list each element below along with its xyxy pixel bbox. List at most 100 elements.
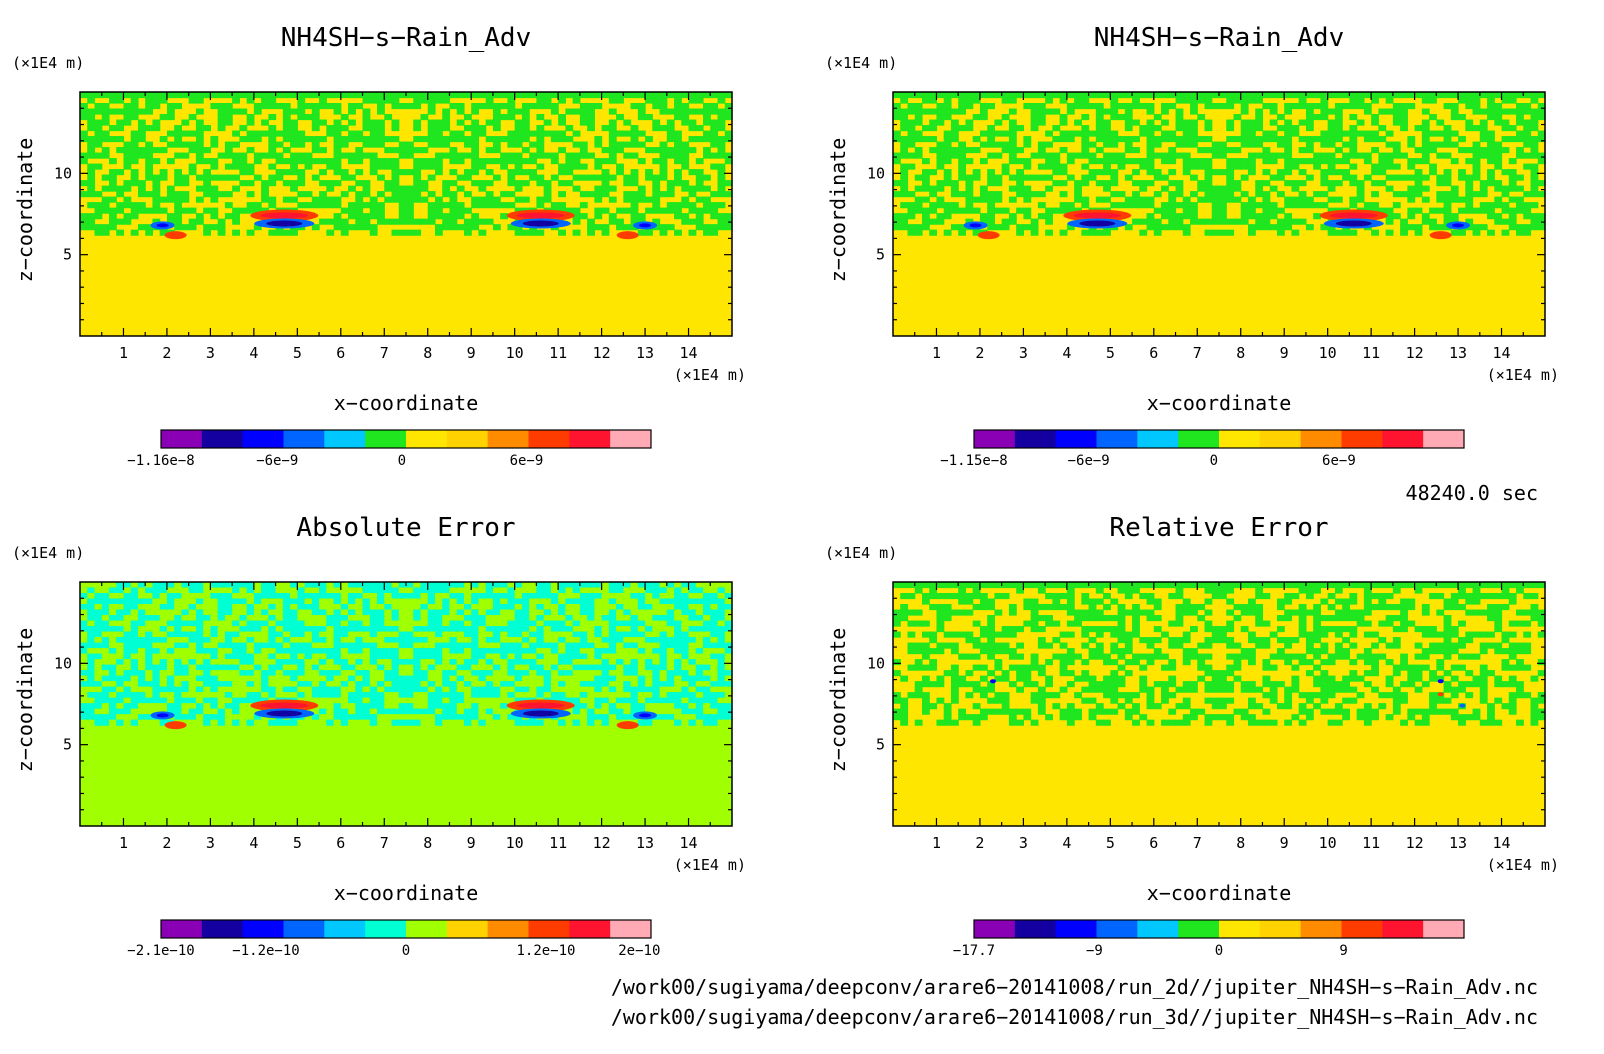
field-cell xyxy=(492,224,501,231)
field-cell xyxy=(1516,207,1524,214)
field-cell xyxy=(449,637,458,644)
field-cell xyxy=(304,92,313,99)
field-cell xyxy=(1226,185,1235,192)
field-cell xyxy=(666,620,675,627)
field-cell xyxy=(608,609,617,616)
field-cell xyxy=(1479,92,1488,99)
field-cell xyxy=(181,119,190,126)
field-cell xyxy=(181,191,190,198)
field-cell xyxy=(145,648,154,655)
field-cell xyxy=(1276,174,1285,181)
field-cell xyxy=(608,218,617,225)
field-cell xyxy=(362,626,371,633)
field-cell xyxy=(333,686,342,693)
field-cell xyxy=(630,681,639,688)
z-unit-label: (×1E4 m) xyxy=(12,544,84,562)
field-cell xyxy=(1030,125,1039,132)
field-cell xyxy=(377,703,385,710)
field-cell xyxy=(1320,114,1329,121)
field-cell xyxy=(943,213,952,220)
field-cell xyxy=(674,202,682,209)
field-cell xyxy=(87,609,96,616)
field-cell xyxy=(514,169,523,176)
field-cell xyxy=(929,136,938,143)
field-cell xyxy=(659,692,668,699)
field-cell xyxy=(123,108,132,115)
field-cell xyxy=(485,637,494,644)
field-cell xyxy=(674,598,682,605)
field-cell xyxy=(688,670,697,677)
field-cell xyxy=(652,659,661,666)
field-cell xyxy=(688,92,697,99)
field-cell xyxy=(1153,141,1162,148)
x-tick-label: 14 xyxy=(1493,344,1511,362)
field-cell xyxy=(485,675,494,682)
field-cell xyxy=(703,103,711,110)
field-cell xyxy=(80,626,88,633)
field-cell xyxy=(434,593,443,600)
field-cell xyxy=(645,196,653,203)
field-cell xyxy=(261,180,269,187)
field-cell xyxy=(1450,185,1459,192)
field-cell xyxy=(181,593,190,600)
field-cell xyxy=(674,97,682,104)
field-cell xyxy=(94,692,103,699)
field-cell xyxy=(159,637,168,644)
field-cell xyxy=(485,648,494,655)
field-cell xyxy=(507,114,516,121)
field-cell xyxy=(652,593,661,600)
field-cell xyxy=(1168,130,1177,137)
field-cell xyxy=(1110,158,1119,165)
field-cell xyxy=(463,642,472,649)
field-cell xyxy=(1153,114,1162,121)
field-cell xyxy=(558,642,566,649)
field-cell xyxy=(579,642,588,649)
field-cell xyxy=(565,692,574,699)
field-cell xyxy=(652,125,661,132)
field-cell xyxy=(123,598,132,605)
field-cell xyxy=(80,686,88,693)
field-cell xyxy=(587,637,595,644)
field-cell xyxy=(188,692,197,699)
field-cell xyxy=(666,224,675,231)
field-cell xyxy=(101,185,110,192)
field-cell xyxy=(1284,202,1293,209)
field-cell xyxy=(1088,92,1097,99)
field-cell xyxy=(616,675,624,682)
field-cell xyxy=(166,103,175,110)
field-cell xyxy=(1494,218,1503,225)
field-cell xyxy=(224,141,233,148)
field-cell xyxy=(703,130,711,137)
colorbar: −1.15e−8 −6e−9 0 6e−9 xyxy=(940,429,1465,469)
field-cell xyxy=(536,692,545,699)
field-cell xyxy=(463,141,472,148)
field-cell xyxy=(608,703,617,710)
field-cell xyxy=(536,686,545,693)
field-cell xyxy=(377,653,385,660)
field-cell xyxy=(921,196,930,203)
field-cell xyxy=(123,664,132,671)
field-cell xyxy=(1153,136,1162,143)
field-cell xyxy=(717,692,726,699)
field-cell xyxy=(232,108,240,115)
field-cell xyxy=(384,648,393,655)
field-cell xyxy=(449,703,458,710)
field-cell xyxy=(1088,174,1097,181)
field-cell xyxy=(1516,136,1524,143)
field-cell xyxy=(717,119,726,126)
field-cell xyxy=(116,97,125,104)
field-cell xyxy=(616,169,624,176)
field-cell xyxy=(304,664,313,671)
field-cell xyxy=(529,229,537,236)
field-cell xyxy=(521,593,530,600)
field-cell xyxy=(1153,218,1162,225)
field-cell xyxy=(130,609,139,616)
field-cell xyxy=(579,147,588,154)
field-cell xyxy=(224,648,233,655)
field-cell xyxy=(159,587,168,594)
field-cell xyxy=(333,615,342,622)
field-cell xyxy=(391,681,400,688)
field-cell xyxy=(1334,147,1343,154)
field-cell xyxy=(326,659,335,666)
field-cell xyxy=(355,604,364,611)
